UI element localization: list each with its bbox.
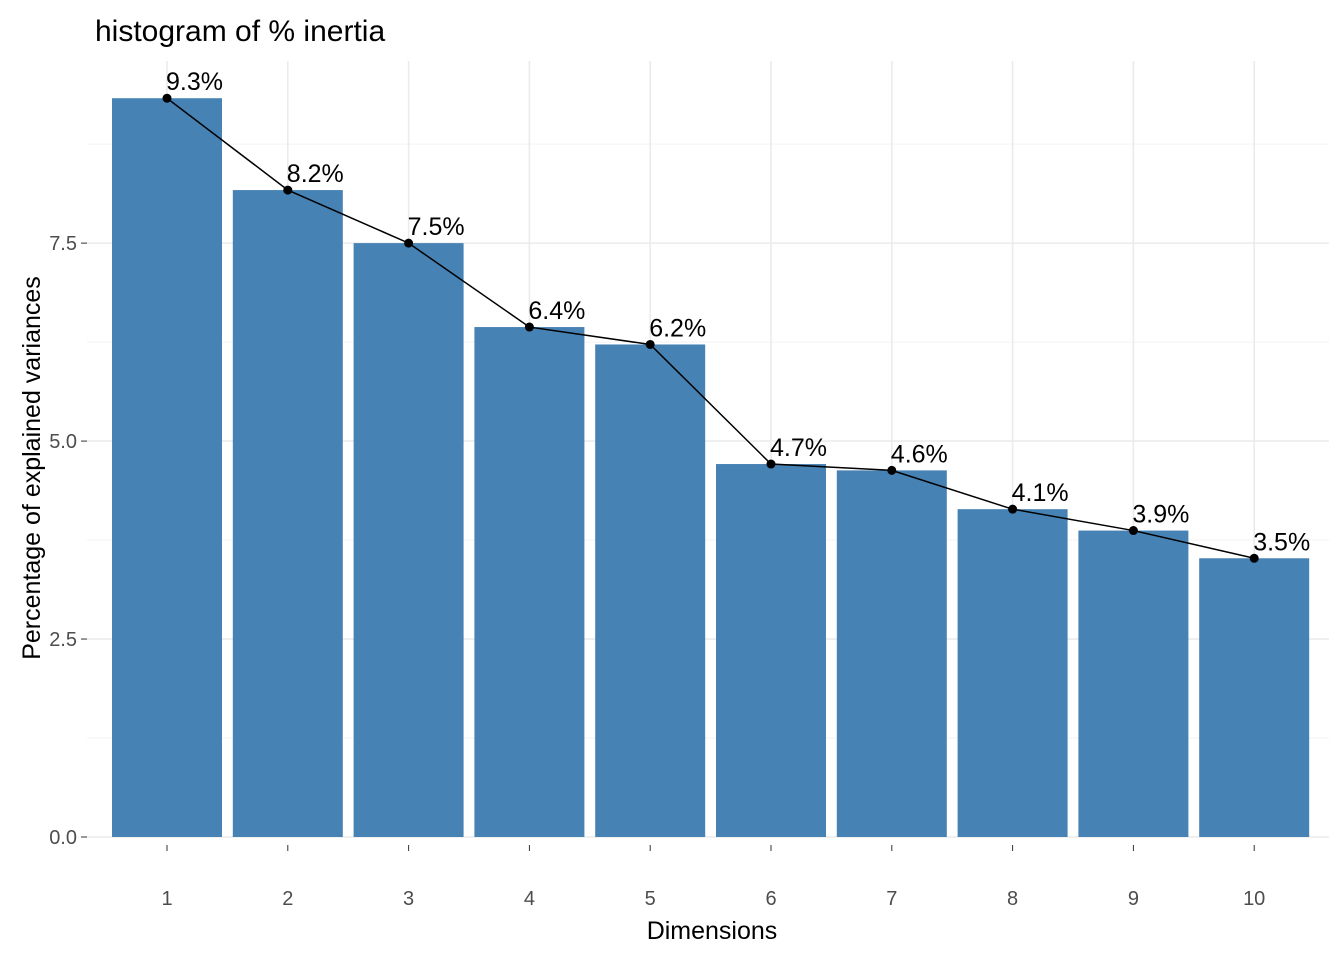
x-tick-label: 1 <box>161 888 172 910</box>
x-tick-label: 2 <box>282 888 293 910</box>
bar-dimension-8 <box>957 509 1068 837</box>
bar-dimension-6 <box>716 464 826 837</box>
y-tick-label: 7.5 <box>49 233 77 255</box>
bar-dimension-4 <box>474 327 585 837</box>
trend-point-7 <box>887 465 897 475</box>
y-axis-title: Percentage of explained variances <box>18 276 46 660</box>
bar-dimension-5 <box>595 344 706 837</box>
trend-point-3 <box>404 238 414 248</box>
data-label-4: 6.4% <box>528 297 585 325</box>
bar-dimension-7 <box>836 470 947 837</box>
trend-line <box>166 97 1255 560</box>
data-label-2: 8.2% <box>287 160 344 188</box>
trend-polyline <box>166 97 1255 560</box>
data-label-6: 4.7% <box>770 434 827 462</box>
x-axis-title: Dimensions <box>647 917 778 945</box>
data-label-5: 6.2% <box>649 314 706 342</box>
data-label-8: 4.1% <box>1012 479 1069 507</box>
bar-dimension-2 <box>232 190 343 837</box>
data-label-9: 3.9% <box>1132 501 1189 529</box>
x-tick-label: 7 <box>886 888 897 910</box>
bars <box>112 98 1310 838</box>
x-tick-label: 8 <box>1007 888 1018 910</box>
x-tick-label: 9 <box>1128 888 1139 910</box>
bar-dimension-3 <box>353 243 464 838</box>
trend-point-1 <box>162 93 172 103</box>
trend-point-5 <box>645 339 655 349</box>
data-label-3: 7.5% <box>408 213 465 241</box>
trend-points <box>162 93 1259 563</box>
chart-title: histogram of % inertia <box>95 15 385 48</box>
trend-point-9 <box>1128 526 1138 536</box>
x-tick-label: 5 <box>645 888 656 910</box>
trend-point-10 <box>1249 553 1259 563</box>
trend-point-2 <box>283 185 293 195</box>
data-label-1: 9.3% <box>166 68 223 96</box>
data-label-10: 3.5% <box>1253 528 1310 556</box>
axes: 0.0 2.5 5.0 7.5 1 2 3 4 5 6 7 8 9 10 <box>49 233 1265 910</box>
bar-dimension-1 <box>112 98 222 838</box>
trend-point-4 <box>524 322 534 332</box>
trend-point-8 <box>1008 504 1018 514</box>
x-tick-label: 6 <box>765 888 776 910</box>
bar-dimension-9 <box>1078 530 1189 837</box>
y-tick-label: 2.5 <box>49 629 77 651</box>
x-tick-label: 4 <box>524 888 535 910</box>
x-tick-label: 3 <box>403 888 414 910</box>
trend-point-6 <box>766 459 776 469</box>
y-tick-label: 0.0 <box>49 827 77 849</box>
x-tick-label: 10 <box>1243 888 1265 910</box>
bar-dimension-10 <box>1199 558 1310 837</box>
data-labels: 9.3% 8.2% 7.5% 6.4% 6.2% 4.7% 4.6% 4.1% 3.9% 3.5% <box>166 68 1310 556</box>
y-tick-label: 5.0 <box>49 431 77 453</box>
data-label-7: 4.6% <box>891 440 948 468</box>
